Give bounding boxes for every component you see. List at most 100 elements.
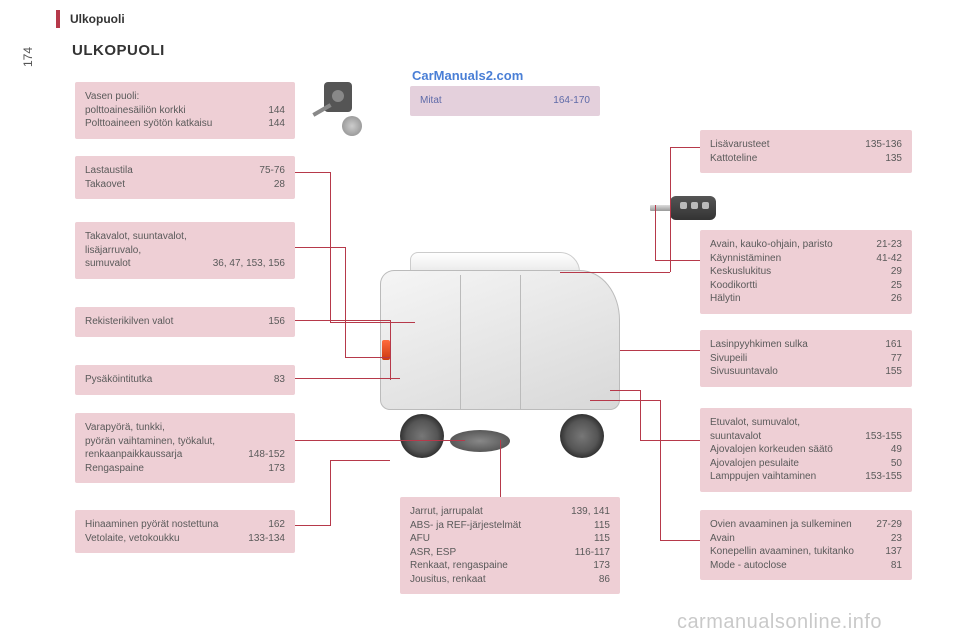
label: Käynnistäminen: [710, 252, 870, 266]
connector-line: [670, 147, 671, 272]
value: 115: [594, 519, 610, 533]
connector-line: [345, 247, 346, 357]
watermark-top: CarManuals2.com: [412, 68, 523, 83]
connector-line: [295, 440, 465, 441]
label: Mitat: [420, 94, 547, 108]
value: 144: [268, 104, 285, 118]
value: 86: [599, 573, 610, 587]
label: Hälytin: [710, 292, 885, 306]
value: 77: [891, 352, 902, 366]
label: Sivusuuntavalo: [710, 365, 879, 379]
connector-line: [655, 260, 700, 261]
fuel-device-icon: [310, 82, 370, 137]
label: Lastaustila: [85, 164, 253, 178]
value: 144: [268, 117, 285, 131]
connector-line: [640, 440, 700, 441]
value: 25: [891, 279, 902, 293]
connector-line: [295, 247, 345, 248]
connector-line: [330, 460, 390, 461]
label: Jarrut, jarrupalat: [410, 505, 565, 519]
connector-line: [390, 320, 391, 380]
value: 41-42: [876, 252, 902, 266]
box-wiper: Lasinpyyhkimen sulka161 Sivupeili77 Sivu…: [700, 330, 912, 387]
label: Vetolaite, vetokoukku: [85, 532, 242, 546]
connector-line: [295, 525, 330, 526]
label: polttoainesäiliön korkki: [85, 104, 262, 118]
label: Ajovalojen korkeuden säätö: [710, 443, 885, 457]
label: Varapyörä, tunkki,: [85, 421, 279, 435]
label: Konepellin avaaminen, tukitanko: [710, 545, 879, 559]
value: 162: [268, 518, 285, 532]
value: 115: [594, 532, 610, 546]
value: 135: [885, 152, 902, 166]
watermark-bottom: carmanualsonline.info: [677, 611, 882, 634]
box-mitat: Mitat 164-170: [410, 86, 600, 116]
connector-line: [295, 378, 400, 379]
label: pyörän vaihtaminen, työkalut,: [85, 435, 279, 449]
box-frontlights: Etuvalot, sumuvalot, suuntavalot153-155 …: [700, 408, 912, 492]
label: Koodikortti: [710, 279, 885, 293]
value: 164-170: [553, 94, 590, 108]
label: Mode - autoclose: [710, 559, 885, 573]
box-key: Avain, kauko-ohjain, paristo 21-23 Käynni…: [700, 230, 912, 314]
value: 139, 141: [571, 505, 610, 519]
connector-line: [295, 172, 330, 173]
value: 155: [885, 365, 902, 379]
connector-line: [560, 272, 670, 273]
value: 21-23: [876, 238, 902, 252]
connector-line: [330, 322, 415, 323]
value: 133-134: [248, 532, 285, 546]
value: 153-155: [865, 430, 902, 444]
label: Polttoaineen syötön katkaisu: [85, 117, 262, 131]
header-accent: [56, 10, 60, 28]
value: 153-155: [865, 470, 902, 484]
label: Takaovet: [85, 178, 268, 192]
value: 83: [274, 373, 285, 387]
label: Takavalot, suuntavalot,: [85, 230, 279, 244]
connector-line: [620, 350, 700, 351]
label: Lisävarusteet: [710, 138, 859, 152]
label: Keskuslukitus: [710, 265, 885, 279]
value: 29: [891, 265, 902, 279]
connector-line: [610, 390, 640, 391]
label: ABS- ja REF-järjestelmät: [410, 519, 588, 533]
label: Ovien avaaminen ja sulkeminen: [710, 518, 870, 532]
label: Renkaat, rengaspaine: [410, 559, 587, 573]
connector-line: [330, 460, 331, 526]
value: 135-136: [865, 138, 902, 152]
box-accessories: Lisävarusteet 135-136 Kattoteline 135: [700, 130, 912, 173]
connector-line: [640, 390, 641, 440]
page-number: 174: [21, 47, 35, 67]
label: sumuvalot: [85, 257, 207, 271]
connector-line: [295, 320, 390, 321]
label: Lasinpyyhkimen sulka: [710, 338, 879, 352]
label: Avain, kauko-ohjain, paristo: [710, 238, 870, 252]
key-remote-icon: [650, 190, 730, 230]
box-spare: Varapyörä, tunkki, pyörän vaihtaminen, t…: [75, 413, 295, 483]
box-doors: Ovien avaaminen ja sulkeminen27-29 Avain…: [700, 510, 912, 580]
connector-line: [345, 357, 390, 358]
box-brakes: Jarrut, jarrupalat 139, 141 ABS- ja REF-j…: [400, 497, 620, 594]
label: Avain: [710, 532, 885, 546]
label: Sivupeili: [710, 352, 885, 366]
label: Kattoteline: [710, 152, 879, 166]
label: Lamppujen vaihtaminen: [710, 470, 859, 484]
value: 23: [891, 532, 902, 546]
connector-line: [670, 147, 700, 148]
label: Rengaspaine: [85, 462, 262, 476]
value: 173: [268, 462, 285, 476]
connector-line: [655, 205, 656, 260]
value: 49: [891, 443, 902, 457]
label: Jousitus, renkaat: [410, 573, 593, 587]
value: 137: [885, 545, 902, 559]
box-rearlights: Takavalot, suuntavalot, lisäjarruvalo, s…: [75, 222, 295, 279]
box-towing: Hinaaminen pyörät nostettuna162 Vetolait…: [75, 510, 295, 553]
value: 173: [593, 559, 610, 573]
label: renkaanpaikkaussarja: [85, 448, 242, 462]
value: 156: [268, 315, 285, 329]
box-cargo: Lastaustila75-76 Takaovet28: [75, 156, 295, 199]
label: Ajovalojen pesulaite: [710, 457, 885, 471]
value: 116-117: [575, 546, 610, 560]
connector-line: [660, 540, 700, 541]
value: 28: [274, 178, 285, 192]
